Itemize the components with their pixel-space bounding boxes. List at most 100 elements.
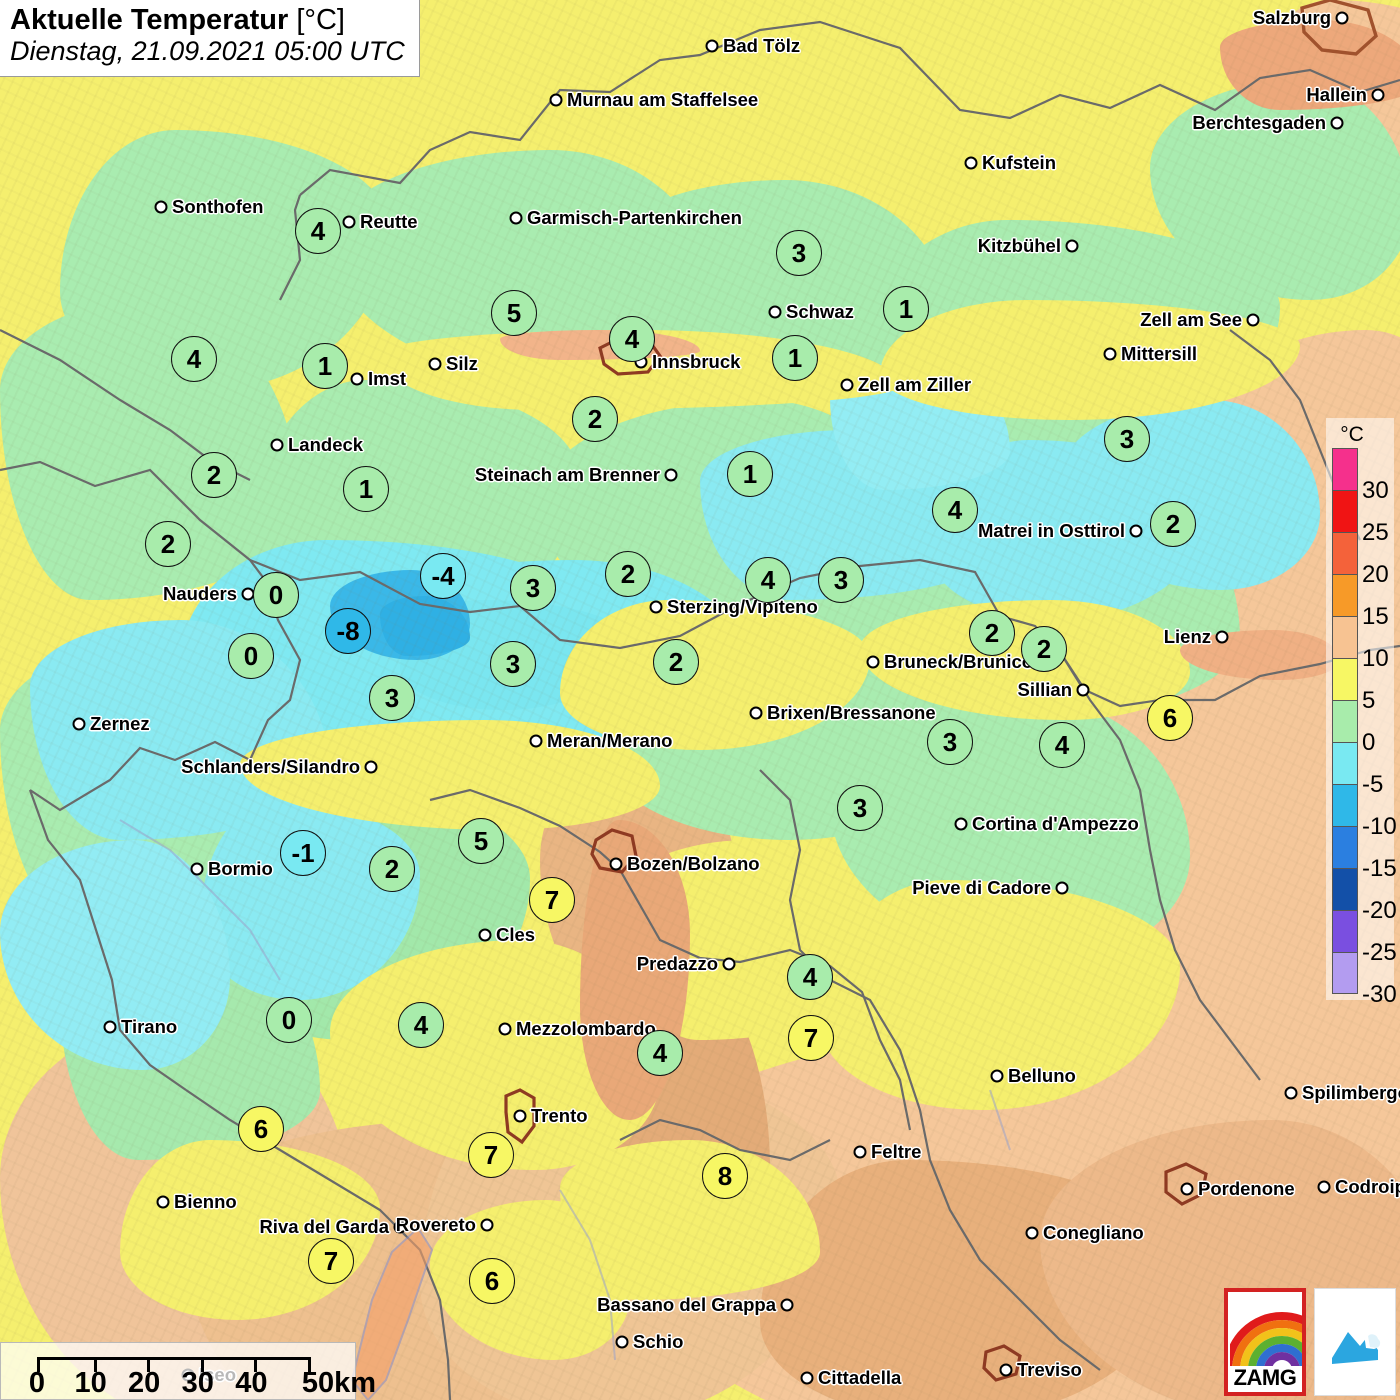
legend-band-label: -15 xyxy=(1362,855,1397,882)
city-dot-icon xyxy=(342,215,356,229)
city-dot-icon xyxy=(1335,11,1349,25)
city-dot-icon xyxy=(1025,1226,1039,1240)
legend-band-label: -30 xyxy=(1362,981,1397,1008)
city-label: Sillian xyxy=(1017,679,1073,700)
city-dot-icon xyxy=(190,862,204,876)
station-temperature-marker: 5 xyxy=(458,818,504,864)
station-temperature-marker: 2 xyxy=(1021,626,1067,672)
station-temperature-marker: 0 xyxy=(228,633,274,679)
city-label: Kitzbühel xyxy=(977,235,1061,256)
city-dot-icon xyxy=(480,1218,494,1232)
city-dot-icon xyxy=(954,817,968,831)
city-label: Lienz xyxy=(1163,626,1211,647)
city-label: Murnau am Staffelsee xyxy=(567,89,759,110)
legend-band-label: -25 xyxy=(1362,939,1397,966)
station-temperature-marker: 7 xyxy=(468,1132,514,1178)
legend-band-label: 0 xyxy=(1362,729,1376,756)
city-label: Predazzo xyxy=(636,953,718,974)
city-label: Imst xyxy=(368,368,407,389)
city-label: Zell am Ziller xyxy=(858,374,972,395)
station-temperature-marker: 1 xyxy=(727,451,773,497)
legend-band-label: 15 xyxy=(1362,603,1389,630)
city-label: Schio xyxy=(633,1331,684,1352)
station-temperature-marker: 6 xyxy=(1147,695,1193,741)
city-label: Pieve di Cadore xyxy=(912,877,1051,898)
station-temperature-marker: -1 xyxy=(280,830,326,876)
city-dot-icon xyxy=(498,1022,512,1036)
city-label: Brixen/Bressanone xyxy=(767,702,936,723)
city-dot-icon xyxy=(609,857,623,871)
city-label: Innsbruck xyxy=(652,351,741,372)
legend-band-label: -20 xyxy=(1362,897,1397,924)
city-dot-icon xyxy=(722,957,736,971)
legend-band: 5 xyxy=(1332,658,1375,713)
title-box: Aktuelle Temperatur [°C] Dienstag, 21.09… xyxy=(0,0,420,77)
legend-band: 25 xyxy=(1332,490,1389,545)
scale-tick xyxy=(254,1360,258,1372)
city-label: Bassano del Grappa xyxy=(597,1294,776,1315)
city-dot-icon xyxy=(990,1069,1004,1083)
city-dot-icon xyxy=(1284,1086,1298,1100)
station-temperature-marker: 0 xyxy=(253,572,299,618)
city-dot-icon xyxy=(649,600,663,614)
city-label: Cittadella xyxy=(818,1367,902,1388)
city-label: Trento xyxy=(531,1105,588,1126)
legend-band: -10 xyxy=(1332,784,1397,839)
city-label: Conegliano xyxy=(1043,1222,1144,1243)
station-temperature-marker: 6 xyxy=(469,1258,515,1304)
zamg-logo: ZAMG xyxy=(1224,1288,1306,1396)
legend-band-label: 5 xyxy=(1362,687,1376,714)
legend-band: -25 xyxy=(1332,910,1397,965)
city-dot-icon xyxy=(364,760,378,774)
station-temperature-marker: 2 xyxy=(969,610,1015,656)
rainbow-icon xyxy=(1230,1312,1302,1366)
legend-band-label: 30 xyxy=(1362,477,1389,504)
city-dot-icon xyxy=(800,1371,814,1385)
scale-bar: 0 10 20 30 40 50km xyxy=(0,1342,376,1400)
city-dot-icon xyxy=(840,378,854,392)
legend-band: -5 xyxy=(1332,742,1383,797)
legend-band-label: -5 xyxy=(1362,771,1384,798)
scale-label: 0 xyxy=(28,1367,46,1399)
city-dot-icon xyxy=(1215,630,1229,644)
city-dot-icon xyxy=(478,928,492,942)
station-temperature-marker: 5 xyxy=(491,290,537,336)
city-dot-icon xyxy=(749,706,763,720)
city-label: Treviso xyxy=(1017,1359,1082,1380)
legend-band-label: 25 xyxy=(1362,519,1389,546)
city-label: Salzburg xyxy=(1252,7,1331,28)
city-dot-icon xyxy=(705,39,719,53)
zamg-wordmark: ZAMG xyxy=(1233,1365,1297,1390)
legend-band: -30 xyxy=(1332,952,1397,1007)
city-label: Schlanders/Silandro xyxy=(181,756,360,777)
city-dot-icon xyxy=(1103,347,1117,361)
mountain-cloud-icon xyxy=(1332,1331,1381,1364)
city-dot-icon xyxy=(866,655,880,669)
city-dot-icon xyxy=(853,1145,867,1159)
legend-band: -15 xyxy=(1332,826,1397,881)
city-dot-icon xyxy=(156,1195,170,1209)
legend-band: 20 xyxy=(1332,532,1389,587)
city-label: Bozen/Bolzano xyxy=(627,853,760,874)
station-temperature-marker: 3 xyxy=(927,719,973,765)
title-unit: [°C] xyxy=(296,4,345,36)
city-label: Tirano xyxy=(121,1016,178,1037)
city-label: Zernez xyxy=(90,713,150,734)
city-dot-icon xyxy=(1065,239,1079,253)
scale-tick xyxy=(147,1360,151,1372)
station-temperature-marker: 3 xyxy=(490,641,536,687)
city-label: Schwaz xyxy=(786,301,854,322)
city-label: Reutte xyxy=(360,211,418,232)
station-temperature-marker: 4 xyxy=(637,1030,683,1076)
station-temperature-marker: 8 xyxy=(702,1153,748,1199)
station-temperature-marker: 1 xyxy=(302,343,348,389)
city-label: Matrei in Osttirol xyxy=(978,520,1125,541)
city-label: Cles xyxy=(496,924,536,945)
legend-band: 15 xyxy=(1332,574,1389,629)
station-temperature-marker: -8 xyxy=(325,608,371,654)
city-label: Bruneck/Brunico xyxy=(884,651,1034,672)
logo-group: ZAMG xyxy=(1224,1288,1396,1396)
scale-rule xyxy=(37,1357,311,1372)
city-label: Mezzolombardo xyxy=(516,1018,656,1039)
station-temperature-marker: 4 xyxy=(1039,722,1085,768)
